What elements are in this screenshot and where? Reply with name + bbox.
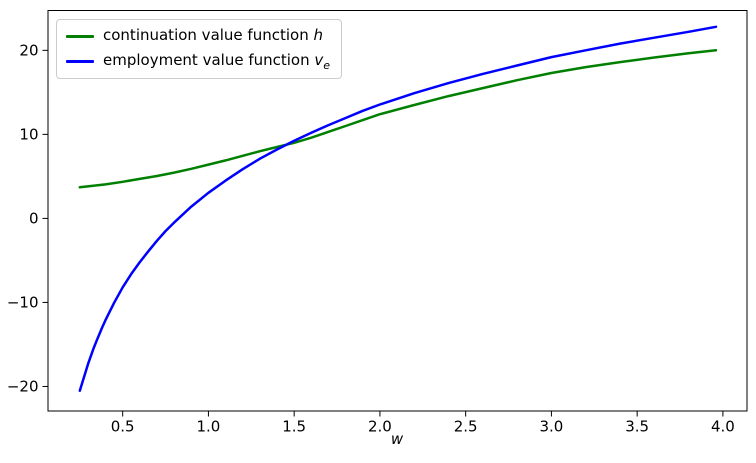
x-tick-label: 3.0 bbox=[539, 418, 563, 436]
y-axis-ticks: −20 −10 0 10 20 bbox=[7, 41, 48, 395]
y-tick-label: −10 bbox=[7, 293, 39, 311]
series-lines bbox=[78, 25, 718, 392]
legend-swatch-employment-value bbox=[66, 60, 94, 63]
legend-item-employment-value: employment value function ve bbox=[66, 51, 330, 72]
legend-label-employment-value: employment value function ve bbox=[103, 51, 330, 72]
legend-item-continuation-value: continuation value function h bbox=[66, 26, 330, 47]
x-tick-label: 1.5 bbox=[282, 418, 306, 436]
employment-value-ve-line bbox=[78, 25, 718, 392]
y-tick-label: 20 bbox=[19, 41, 38, 59]
legend-label-symbol: h bbox=[313, 26, 323, 44]
y-tick-label: 0 bbox=[29, 209, 39, 227]
y-tick-label: −20 bbox=[7, 377, 39, 395]
x-axis-label: w bbox=[391, 430, 404, 448]
legend-label-symbol-sub: e bbox=[323, 59, 331, 72]
legend-label-text: continuation value function bbox=[103, 26, 314, 44]
legend-swatch-continuation-value bbox=[66, 35, 94, 38]
x-tick-label: 0.5 bbox=[111, 418, 135, 436]
x-tick-label: 2.0 bbox=[368, 418, 392, 436]
x-tick-label: 3.5 bbox=[625, 418, 649, 436]
y-tick-label: 10 bbox=[19, 125, 38, 143]
legend-label-text: employment value function bbox=[103, 51, 315, 69]
legend-label-continuation-value: continuation value function h bbox=[103, 26, 323, 47]
x-axis-ticks: 0.5 1.0 1.5 2.0 2.5 3.0 3.5 4.0 bbox=[111, 411, 735, 436]
x-tick-label: 2.5 bbox=[454, 418, 478, 436]
continuation-value-h-line bbox=[78, 49, 718, 189]
legend-label-symbol: v bbox=[314, 51, 324, 69]
x-tick-label: 4.0 bbox=[711, 418, 735, 436]
legend: continuation value function h employment… bbox=[56, 19, 343, 79]
x-tick-label: 1.0 bbox=[197, 418, 221, 436]
